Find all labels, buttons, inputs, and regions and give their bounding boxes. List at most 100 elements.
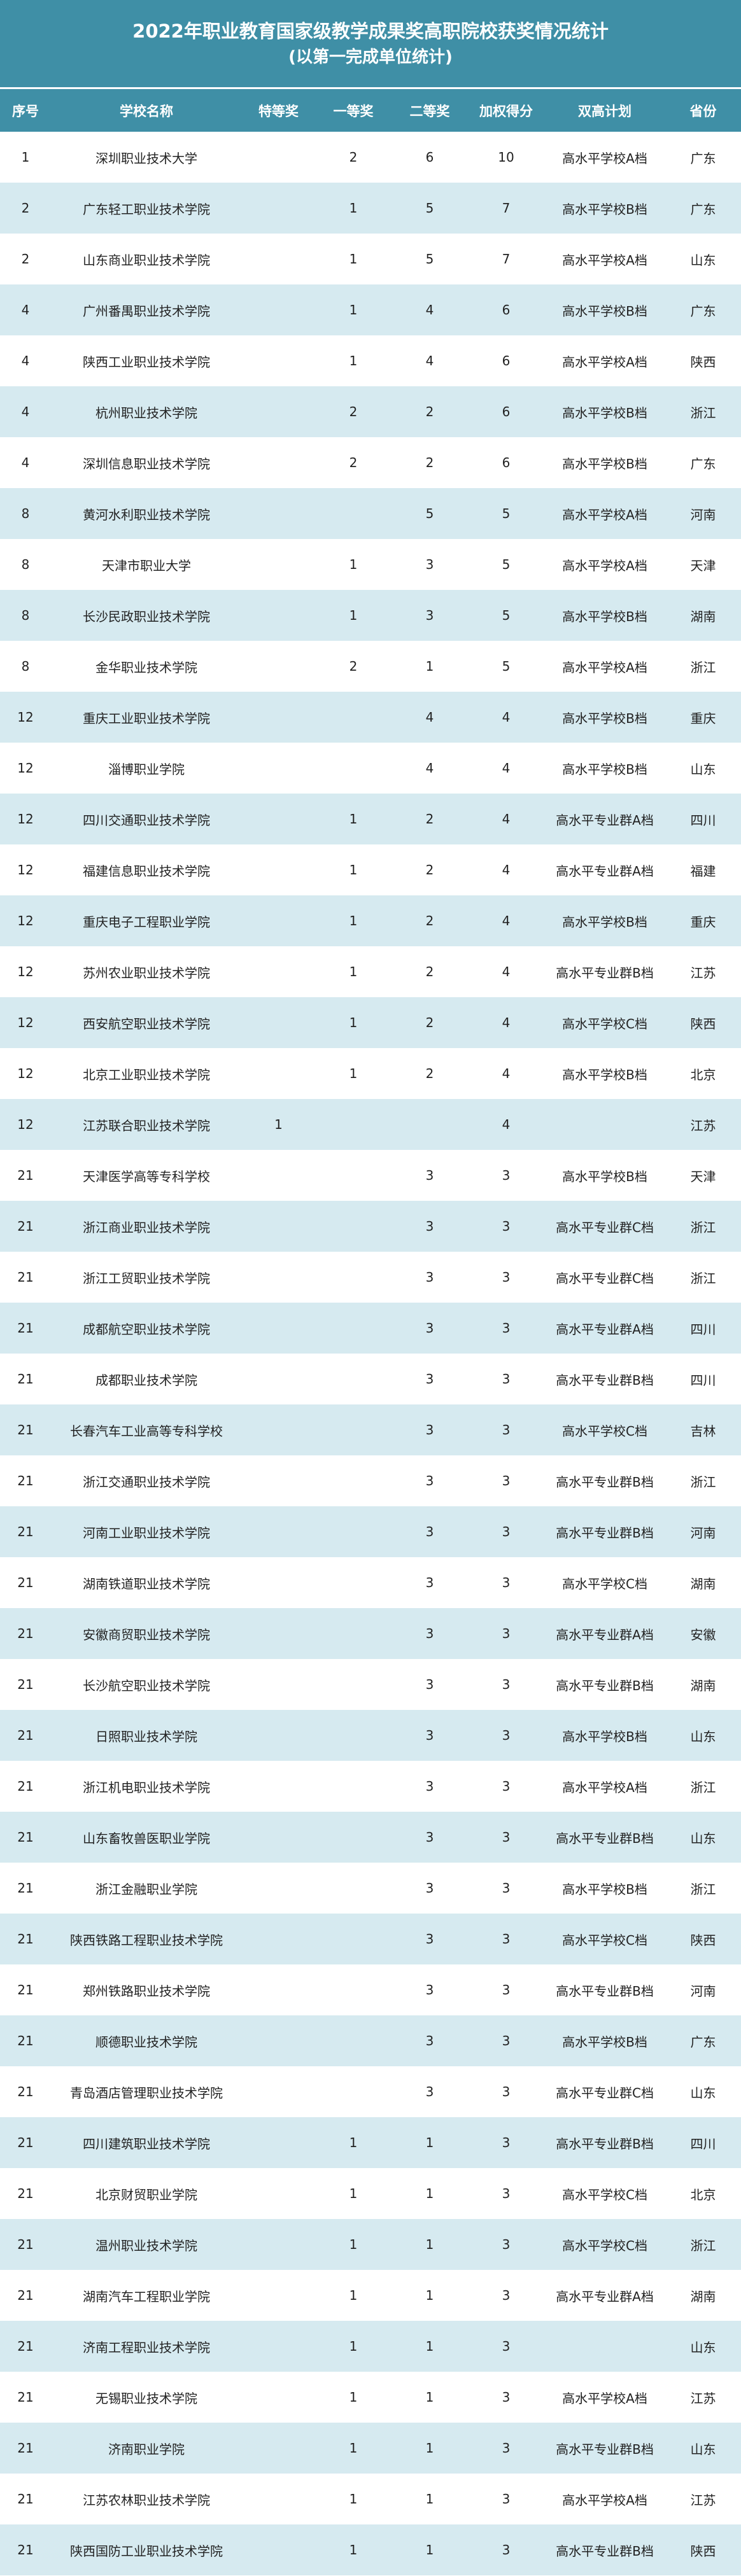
province-cell: 山东 — [690, 761, 716, 777]
table-row: 21 陕西国防工业职业技术学院 1 1 3 高水平专业群B档 陕西 — [0, 2524, 741, 2575]
table-row: 21 北京财贸职业学院 1 1 3 高水平学校C档 北京 — [0, 2168, 741, 2219]
rank-cell: 21 — [17, 2084, 34, 2099]
second-prize-cell: 3 — [425, 1422, 434, 1438]
second-prize-cell: 2 — [425, 964, 434, 979]
school-name-cell: 苏州农业职业技术学院 — [83, 965, 210, 981]
rank-cell: 12 — [17, 913, 34, 928]
table-row: 12 淄博职业学院 4 4 高水平学校B档 山东 — [0, 743, 741, 794]
first-prize-cell: 1 — [349, 1066, 358, 1081]
weighted-score-cell: 3 — [502, 1728, 511, 1743]
table-row: 21 浙江工贸职业技术学院 3 3 高水平专业群C档 浙江 — [0, 1252, 741, 1303]
second-prize-cell: 3 — [425, 1677, 434, 1692]
double-high-plan-cell: 高水平专业群B档 — [556, 1677, 654, 1693]
second-prize-cell: 3 — [425, 1626, 434, 1641]
table-row: 8 长沙民政职业技术学院 1 3 5 高水平学校B档 湖南 — [0, 590, 741, 641]
province-cell: 四川 — [690, 1321, 716, 1337]
rank-cell: 21 — [17, 1270, 34, 1285]
second-prize-cell: 3 — [425, 1219, 434, 1234]
province-cell: 广东 — [690, 2034, 716, 2050]
table-row: 2 广东轻工职业技术学院 1 5 7 高水平学校B档 广东 — [0, 183, 741, 234]
weighted-score-cell: 3 — [502, 2440, 511, 2456]
table-row: 21 成都航空职业技术学院 3 3 高水平专业群A档 四川 — [0, 1303, 741, 1354]
rank-cell: 21 — [17, 2135, 34, 2150]
second-prize-cell: 5 — [425, 251, 434, 267]
province-cell: 安徽 — [690, 1627, 716, 1642]
province-cell: 浙江 — [690, 2237, 716, 2253]
province-cell: 广东 — [690, 201, 716, 217]
weighted-score-cell: 3 — [502, 2033, 511, 2048]
table-row: 12 福建信息职业技术学院 1 2 4 高水平专业群A档 福建 — [0, 844, 741, 895]
second-prize-cell: 1 — [425, 2186, 434, 2201]
rank-cell: 21 — [17, 1728, 34, 1743]
double-high-plan-cell: 高水平学校A档 — [562, 1779, 647, 1795]
school-name-cell: 湖南汽车工程职业学院 — [83, 2288, 210, 2304]
school-name-cell: 北京财贸职业学院 — [95, 2187, 197, 2202]
double-high-plan-cell: 高水平学校B档 — [562, 761, 647, 777]
weighted-score-cell: 4 — [502, 913, 511, 928]
rank-cell: 12 — [17, 811, 34, 827]
weighted-score-cell: 3 — [502, 2288, 511, 2303]
rank-cell: 21 — [17, 2288, 34, 2303]
rank-cell: 21 — [17, 1524, 34, 1539]
second-prize-cell: 5 — [425, 200, 434, 216]
first-prize-cell: 2 — [349, 404, 358, 419]
table-row: 12 江苏联合职业技术学院 1 4 江苏 — [0, 1099, 741, 1150]
double-high-plan-cell: 高水平学校A档 — [562, 354, 647, 370]
first-prize-cell: 1 — [349, 2135, 358, 2150]
school-name-cell: 济南工程职业技术学院 — [83, 2339, 210, 2355]
first-prize-cell: 1 — [349, 2491, 358, 2507]
weighted-score-cell: 4 — [502, 1015, 511, 1030]
table-row: 2 山东商业职业技术学院 1 5 7 高水平学校A档 山东 — [0, 234, 741, 284]
second-prize-cell: 2 — [425, 913, 434, 928]
double-high-plan-cell: 高水平学校A档 — [562, 150, 647, 166]
first-prize-cell: 1 — [349, 2288, 358, 2303]
weighted-score-cell: 3 — [502, 1982, 511, 1998]
first-prize-cell: 1 — [349, 811, 358, 827]
province-cell: 湖南 — [690, 1677, 716, 1693]
second-prize-cell: 2 — [425, 811, 434, 827]
school-name-cell: 江苏农林职业技术学院 — [83, 2492, 210, 2508]
double-high-plan-cell: 高水平专业群A档 — [556, 863, 654, 879]
double-high-plan-cell: 高水平学校C档 — [562, 2187, 647, 2202]
weighted-score-cell: 3 — [502, 1219, 511, 1234]
second-prize-cell: 1 — [425, 2440, 434, 2456]
second-prize-cell: 3 — [425, 1931, 434, 1947]
province-cell: 江苏 — [690, 1117, 716, 1133]
table-row: 21 青岛酒店管理职业技术学院 3 3 高水平专业群C档 山东 — [0, 2066, 741, 2117]
table-row: 4 杭州职业技术学院 2 2 6 高水平学校B档 浙江 — [0, 386, 741, 437]
weighted-score-cell: 3 — [502, 2491, 511, 2507]
second-prize-cell: 1 — [425, 2390, 434, 2405]
second-prize-cell: 1 — [425, 2135, 434, 2150]
second-prize-cell: 3 — [425, 1575, 434, 1590]
school-name-cell: 山东商业职业技术学院 — [83, 252, 210, 268]
table-row: 21 湖南汽车工程职业学院 1 1 3 高水平专业群A档 湖南 — [0, 2270, 741, 2321]
province-cell: 吉林 — [690, 1423, 716, 1439]
rank-cell: 21 — [17, 2440, 34, 2456]
first-prize-cell: 1 — [349, 1015, 358, 1030]
first-prize-cell: 1 — [349, 2237, 358, 2252]
second-prize-cell: 3 — [425, 1168, 434, 1183]
school-name-cell: 湖南铁道职业技术学院 — [83, 1576, 210, 1592]
province-cell: 浙江 — [690, 1474, 716, 1490]
table-header: 序号 学校名称 特等奖 一等奖 二等奖 加权得分 双高计划 省份 — [0, 89, 741, 132]
table-row: 12 四川交通职业技术学院 1 2 4 高水平专业群A档 四川 — [0, 794, 741, 844]
second-prize-cell: 1 — [425, 2288, 434, 2303]
school-name-cell: 四川建筑职业技术学院 — [83, 2136, 210, 2152]
rank-cell: 21 — [17, 2542, 34, 2558]
school-name-cell: 郑州铁路职业技术学院 — [83, 1983, 210, 1999]
table-row: 21 浙江商业职业技术学院 3 3 高水平专业群C档 浙江 — [0, 1201, 741, 1252]
province-cell: 陕西 — [690, 1932, 716, 1948]
rank-cell: 21 — [17, 1931, 34, 1947]
second-prize-cell: 3 — [425, 1728, 434, 1743]
double-high-plan-cell: 高水平专业群A档 — [556, 812, 654, 828]
weighted-score-cell: 3 — [502, 2390, 511, 2405]
col-header-double-high-plan: 双高计划 — [578, 103, 632, 119]
col-header-special-prize: 特等奖 — [258, 103, 299, 119]
rank-cell: 8 — [21, 506, 30, 521]
double-high-plan-cell: 高水平专业群A档 — [556, 1627, 654, 1642]
second-prize-cell: 4 — [425, 353, 434, 368]
rank-cell: 12 — [17, 1117, 34, 1132]
double-high-plan-cell: 高水平学校C档 — [562, 1576, 647, 1592]
province-cell: 山东 — [690, 2441, 716, 2457]
table-row: 4 陕西工业职业技术学院 1 4 6 高水平学校A档 陕西 — [0, 335, 741, 386]
